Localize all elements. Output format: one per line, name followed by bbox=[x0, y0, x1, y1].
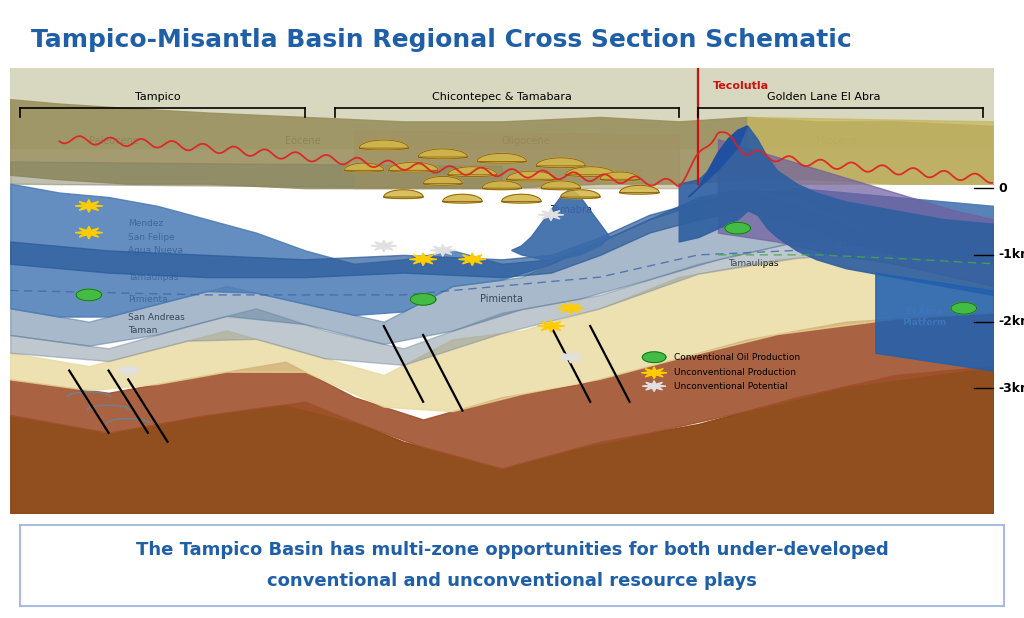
Text: Tamaulipas: Tamaulipas bbox=[128, 273, 179, 282]
Polygon shape bbox=[411, 294, 436, 305]
Polygon shape bbox=[76, 289, 101, 301]
Polygon shape bbox=[620, 185, 659, 194]
Polygon shape bbox=[539, 209, 563, 221]
Polygon shape bbox=[482, 181, 521, 190]
Polygon shape bbox=[642, 352, 666, 363]
Text: Golden Lane El Abra: Golden Lane El Abra bbox=[767, 92, 881, 102]
Polygon shape bbox=[725, 222, 751, 234]
Polygon shape bbox=[384, 190, 423, 198]
Text: Agua Nueva: Agua Nueva bbox=[128, 246, 183, 255]
Text: El Abra
Platform: El Abra Platform bbox=[745, 210, 790, 229]
Polygon shape bbox=[344, 163, 384, 172]
Text: -3km: -3km bbox=[998, 382, 1024, 395]
Polygon shape bbox=[430, 245, 456, 256]
Text: Chicontepec & Tamabara: Chicontepec & Tamabara bbox=[432, 92, 571, 102]
Polygon shape bbox=[389, 163, 438, 172]
Polygon shape bbox=[558, 352, 584, 363]
Polygon shape bbox=[459, 253, 486, 266]
Text: San Felipe: San Felipe bbox=[128, 232, 175, 242]
Text: Tampico-Misantla Basin Regional Cross Section Schematic: Tampico-Misantla Basin Regional Cross Se… bbox=[31, 28, 852, 52]
Polygon shape bbox=[423, 177, 463, 185]
Polygon shape bbox=[642, 381, 666, 391]
Polygon shape bbox=[442, 194, 482, 203]
Text: Pimienta: Pimienta bbox=[128, 295, 168, 304]
Polygon shape bbox=[557, 302, 585, 315]
Text: -1km: -1km bbox=[998, 248, 1024, 261]
Text: -2km: -2km bbox=[998, 315, 1024, 328]
Polygon shape bbox=[410, 253, 437, 266]
Text: Oligocene: Oligocene bbox=[502, 135, 551, 146]
Text: Tampico: Tampico bbox=[135, 92, 180, 102]
Polygon shape bbox=[688, 126, 748, 197]
Text: Unconventional Production: Unconventional Production bbox=[674, 368, 796, 377]
Polygon shape bbox=[951, 302, 977, 314]
Text: Paleocene: Paleocene bbox=[89, 135, 139, 146]
Text: Unconventional Potential: Unconventional Potential bbox=[674, 382, 787, 391]
Text: Eocene: Eocene bbox=[286, 135, 322, 146]
Polygon shape bbox=[116, 365, 141, 376]
Text: Tecolutla: Tecolutla bbox=[713, 82, 769, 91]
Text: Tamabra: Tamabra bbox=[550, 205, 592, 215]
Text: Taman: Taman bbox=[128, 326, 158, 335]
Text: Pimienta: Pimienta bbox=[480, 294, 523, 304]
Polygon shape bbox=[600, 172, 639, 181]
Text: Conventional Oil Production: Conventional Oil Production bbox=[674, 353, 800, 362]
Polygon shape bbox=[502, 194, 541, 203]
Polygon shape bbox=[538, 320, 564, 332]
Text: The Tampico Basin has multi-zone opportunities for both under-developed
conventi: The Tampico Basin has multi-zone opportu… bbox=[135, 541, 889, 590]
Polygon shape bbox=[561, 190, 600, 198]
Text: Tamaulipas: Tamaulipas bbox=[728, 260, 778, 268]
Polygon shape bbox=[447, 167, 497, 177]
Polygon shape bbox=[75, 226, 102, 239]
Text: San Andreas: San Andreas bbox=[128, 313, 185, 321]
Polygon shape bbox=[418, 149, 467, 159]
Text: Chicontepec: Chicontepec bbox=[570, 167, 643, 177]
Polygon shape bbox=[541, 181, 581, 190]
Polygon shape bbox=[507, 171, 556, 181]
Polygon shape bbox=[359, 140, 409, 150]
Polygon shape bbox=[477, 153, 526, 163]
Polygon shape bbox=[371, 240, 396, 252]
Text: Oil Window: Oil Window bbox=[826, 239, 877, 248]
Text: 0: 0 bbox=[998, 182, 1007, 195]
Text: Mendez: Mendez bbox=[128, 219, 164, 228]
Polygon shape bbox=[75, 200, 102, 212]
Text: El Abra
Platform: El Abra Platform bbox=[902, 308, 946, 327]
Polygon shape bbox=[537, 158, 586, 167]
Text: Miocene: Miocene bbox=[816, 135, 857, 146]
Polygon shape bbox=[565, 167, 614, 177]
Polygon shape bbox=[512, 188, 610, 260]
Polygon shape bbox=[641, 367, 667, 379]
